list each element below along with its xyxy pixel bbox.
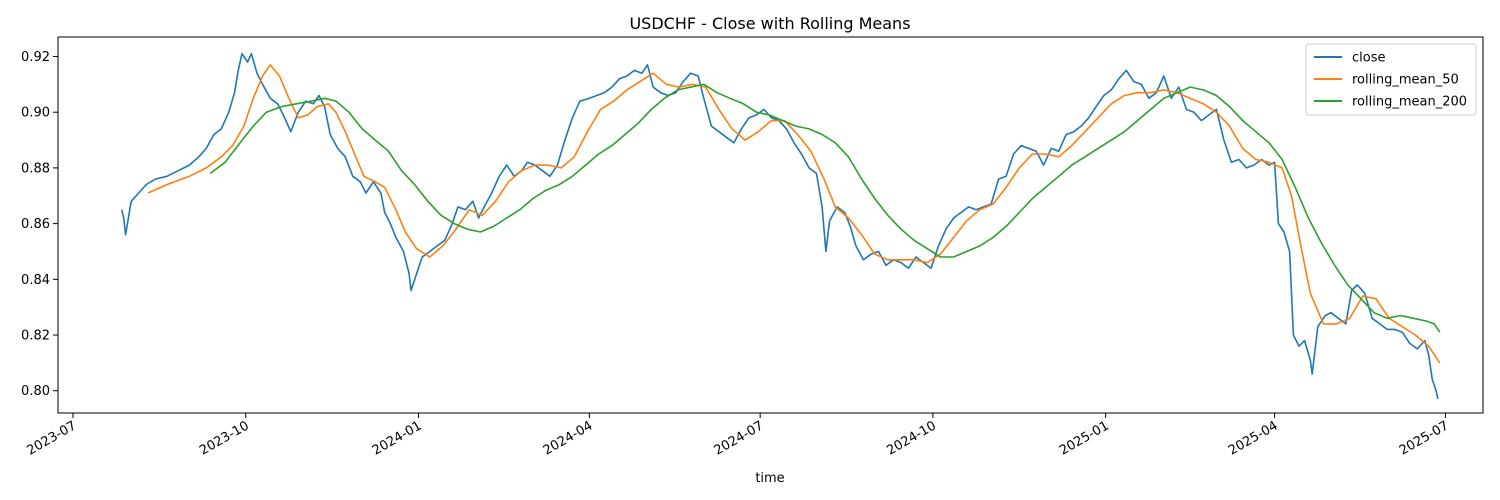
y-tick-label: 0.86 (21, 217, 50, 232)
series-line-rolling_mean_200 (209, 83, 1441, 333)
y-tick-label: 0.80 (21, 384, 50, 399)
series-line-close (121, 52, 1439, 400)
legend-label-rolling_mean_50: rolling_mean_50 (1352, 73, 1459, 88)
y-tick-label: 0.82 (21, 329, 50, 344)
series-layer (121, 52, 1441, 400)
chart-title: USDCHF - Close with Rolling Means (629, 14, 910, 33)
y-tick-label: 0.92 (21, 50, 50, 65)
legend-label-rolling_mean_200: rolling_mean_200 (1352, 95, 1467, 110)
y-tick-label: 0.84 (21, 273, 50, 288)
x-axis-title: time (755, 471, 784, 486)
plot-frame (57, 36, 1484, 414)
legend-label-close: close (1352, 51, 1385, 66)
legend: close rolling_mean_50 rolling_mean_200 (1305, 43, 1477, 116)
series-line-rolling_mean_50 (147, 64, 1441, 364)
y-axis: 0.80 0.82 0.84 0.86 0.88 0.90 0.92 (21, 50, 58, 399)
y-tick-label: 0.90 (21, 106, 50, 121)
y-tick-label: 0.88 (21, 161, 50, 176)
legend-box (1305, 43, 1477, 116)
